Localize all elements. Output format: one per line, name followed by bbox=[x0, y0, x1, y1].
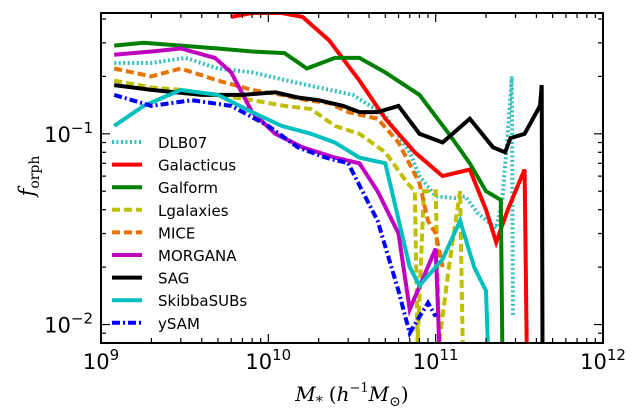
x-axis-label-close: ) bbox=[401, 382, 409, 406]
legend-label-3: Lgalaxies bbox=[158, 202, 229, 220]
series-line-5 bbox=[114, 46, 442, 343]
x-axis-label: M* (h−1M⊙) bbox=[294, 381, 408, 410]
series-line-0 bbox=[114, 55, 515, 317]
x-tick-base: 10 bbox=[580, 350, 607, 374]
y-axis-label-var: f bbox=[15, 185, 39, 198]
x-axis-label-exp: −1 bbox=[349, 381, 368, 396]
x-axis-label-h: h bbox=[337, 382, 350, 406]
y-axis-label: forph bbox=[15, 156, 43, 199]
x-tick-exp: 11 bbox=[439, 346, 458, 364]
y-tick-exp: −1 bbox=[71, 119, 93, 137]
series-line-8 bbox=[113, 92, 438, 339]
y-tick-exp: −2 bbox=[71, 310, 93, 328]
legend-label-5: MORGANA bbox=[158, 247, 237, 265]
series-layer bbox=[113, 13, 545, 343]
x-tick-exp: 9 bbox=[110, 346, 120, 364]
legend-label-7: SkibbaSUBs bbox=[158, 292, 247, 310]
x-tick-label: 1010 bbox=[245, 346, 291, 374]
legend-label-2: Galform bbox=[158, 179, 218, 197]
x-tick-exp: 12 bbox=[607, 346, 626, 364]
series-line-7 bbox=[113, 87, 490, 343]
x-axis-label-open: ( bbox=[329, 382, 337, 406]
x-axis-label-var: M bbox=[294, 382, 316, 406]
plot-frame bbox=[100, 12, 604, 344]
x-tick-label: 1011 bbox=[413, 346, 459, 374]
series-line-6 bbox=[113, 83, 545, 343]
x-axis-label-M: M bbox=[368, 382, 390, 406]
legend-label-6: SAG bbox=[158, 270, 189, 288]
x-tick-base: 10 bbox=[83, 350, 110, 374]
legend-label-4: MICE bbox=[158, 224, 195, 242]
y-tick-base: 10 bbox=[44, 123, 71, 147]
x-tick-label: 109 bbox=[83, 346, 119, 374]
x-tick-base: 10 bbox=[245, 350, 272, 374]
x-tick-exp: 10 bbox=[272, 346, 291, 364]
series-line-2 bbox=[114, 40, 505, 343]
legend: DLB07 Galacticus Galform Lgalaxies MICE MORGA… bbox=[112, 134, 247, 333]
legend-label-1: Galacticus bbox=[158, 157, 236, 175]
legend-label-8: ySAM bbox=[158, 315, 200, 333]
legend-label-0: DLB07 bbox=[158, 134, 207, 152]
series-line-1 bbox=[230, 13, 529, 343]
y-tick-label: 10−2 bbox=[44, 310, 93, 338]
x-axis-label-var-sub: * bbox=[316, 394, 323, 410]
x-tick-label: 1012 bbox=[580, 346, 626, 374]
y-axis-label-sub: orph bbox=[27, 156, 43, 189]
x-tick-base: 10 bbox=[413, 350, 440, 374]
x-axis-label-sun: ⊙ bbox=[389, 394, 401, 410]
y-tick-label: 10−1 bbox=[44, 119, 93, 147]
y-tick-base: 10 bbox=[44, 314, 71, 338]
